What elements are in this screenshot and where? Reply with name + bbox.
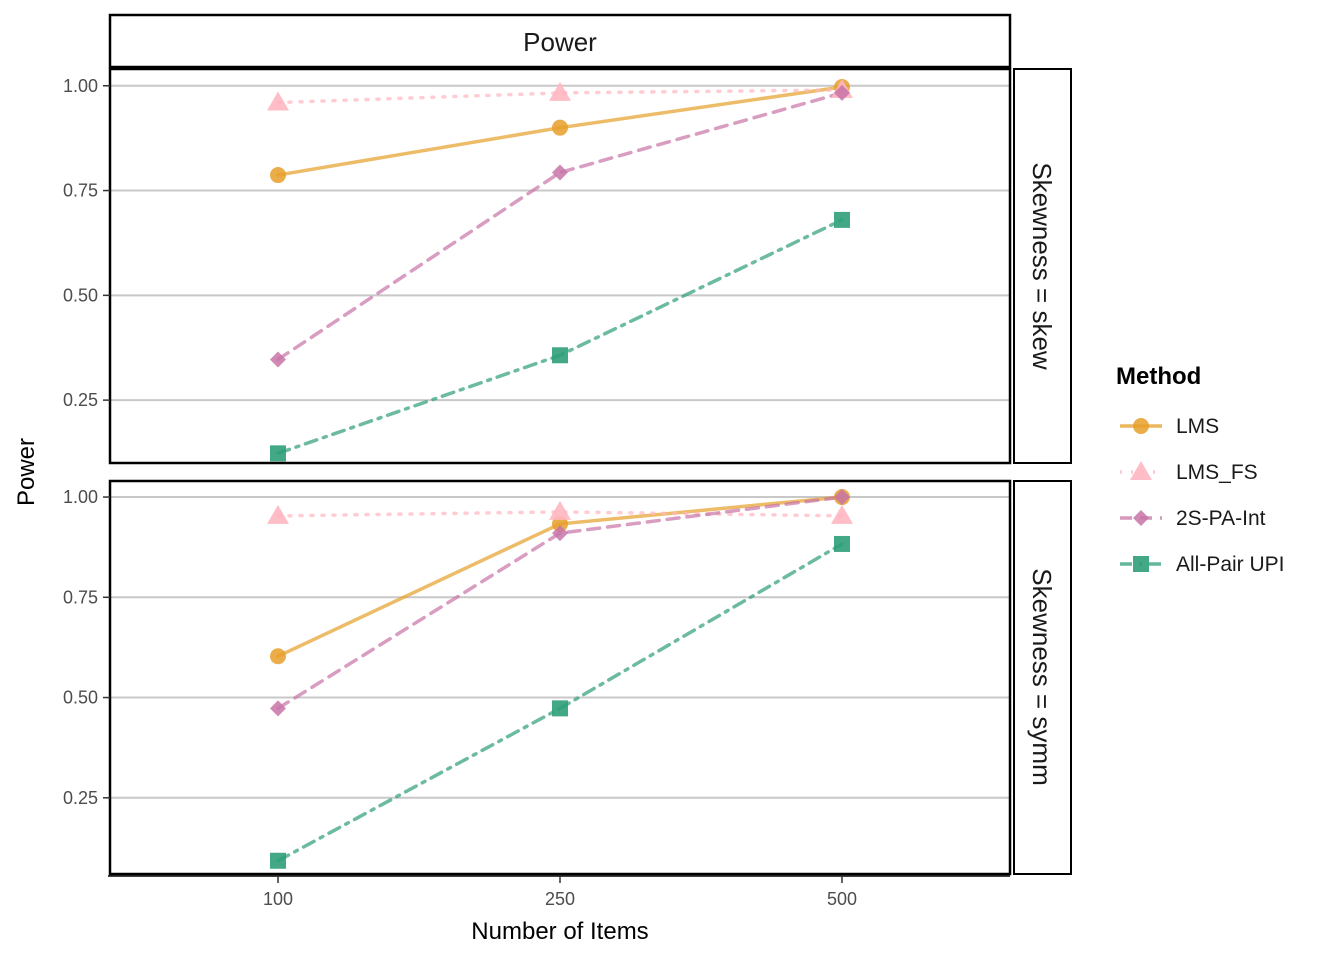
x-axis-title: Number of Items [471, 918, 648, 945]
skewness-symm-point-2s-pa-int [552, 525, 568, 542]
skewness-skew-point-all-pair-upi [834, 211, 850, 228]
skewness-skew-point-2s-pa-int [270, 351, 286, 368]
skewness-symm-point-all-pair-upi [270, 852, 286, 869]
skewness-skew-point-lms-fs [267, 91, 289, 111]
legend-key-marker-lms [1133, 418, 1149, 434]
panel-symm-grid [110, 496, 1010, 799]
panel-symm-y-axis: 0.25 0.50 0.75 1.00 [63, 487, 110, 808]
x-tick-label: 250 [545, 889, 575, 909]
panel-skew: 0.25 0.50 0.75 1.00 [63, 67, 1012, 465]
skewness-skew-point-lms-fs [549, 81, 571, 101]
skewness-skew-y-tick-label: 0.25 [63, 390, 98, 410]
skewness-skew-y-tick-label: 0.75 [63, 181, 98, 201]
row-strip-symm: Skewness = symm [1013, 480, 1072, 875]
legend-key-marker-2s-pa-int [1133, 510, 1149, 526]
x-tick-label: 500 [827, 889, 857, 909]
skewness-symm-y-tick-label: 0.50 [63, 688, 98, 708]
skewness-skew-y-tick-label: 1.00 [63, 76, 98, 96]
legend-label-all-pair-upi: All-Pair UPI [1176, 553, 1285, 576]
skewness-symm-point-all-pair-upi [834, 535, 850, 552]
legend-key-marker-lms-fs [1130, 461, 1152, 480]
row-strip-symm-box [1013, 480, 1072, 875]
skewness-symm-y-tick-label: 1.00 [63, 487, 98, 507]
legend-key-marker-all-pair-upi [1133, 556, 1149, 572]
row-strip-skew: Skewness = skew [1013, 68, 1072, 464]
x-tick-label: 100 [263, 889, 293, 909]
skewness-symm-point-2s-pa-int [270, 700, 286, 717]
skewness-symm-point-lms-fs [549, 500, 571, 520]
column-strip-label: Power [523, 27, 597, 57]
panel-symm-lines [276, 495, 844, 863]
panel-skew-points [267, 78, 853, 462]
skewness-symm-point-lms [552, 515, 568, 532]
skewness-symm-point-2s-pa-int [834, 489, 850, 506]
row-strip-skew-box [1013, 68, 1072, 464]
skewness-skew-point-2s-pa-int [552, 164, 568, 181]
legend-title: Method [1116, 363, 1201, 390]
panel-skew-y-axis: 0.25 0.50 0.75 1.00 [63, 76, 110, 410]
legend-label-2s-pa-int: 2S-PA-Int [1176, 507, 1266, 530]
skewness-skew-point-lms [270, 167, 286, 184]
legend-label-lms-fs: LMS_FS [1176, 461, 1258, 484]
skewness-symm-point-lms-fs [267, 504, 289, 524]
panel-skew-border [108, 67, 1012, 465]
panel-symm: 0.25 0.50 0.75 1.00 [63, 479, 1012, 876]
column-strip: Power [108, 13, 1012, 69]
skewness-symm-y-tick-label: 0.75 [63, 587, 98, 607]
skewness-skew-point-all-pair-upi [270, 445, 286, 462]
column-strip-box [108, 13, 1012, 69]
skewness-skew-point-all-pair-upi [552, 347, 568, 364]
skewness-skew-y-tick-label: 0.50 [63, 285, 98, 305]
panel-symm-border [108, 479, 1012, 876]
skewness-skew-point-lms [552, 119, 568, 136]
skewness-symm-point-lms-fs [831, 504, 853, 524]
y-axis-title: Power [13, 438, 40, 506]
skewness-symm-y-tick-label: 0.25 [63, 788, 98, 808]
legend-label-lms: LMS [1176, 415, 1219, 438]
skewness-symm-point-lms [270, 648, 286, 665]
x-axis: 100 250 500 [108, 875, 1010, 909]
row-strip-symm-label: Skewness = symm [1027, 568, 1057, 785]
panel-skew-lines [276, 85, 844, 456]
skewness-skew-line-all-pair-upi [276, 218, 844, 456]
panel-symm-points [267, 489, 853, 869]
legend: Method LMS LMS_FS 2S-PA-Int All-Pair UPI [1116, 363, 1285, 576]
skewness-symm-point-all-pair-upi [552, 700, 568, 717]
row-strip-skew-label: Skewness = skew [1027, 162, 1057, 370]
skewness-skew-point-2s-pa-int [834, 84, 850, 101]
